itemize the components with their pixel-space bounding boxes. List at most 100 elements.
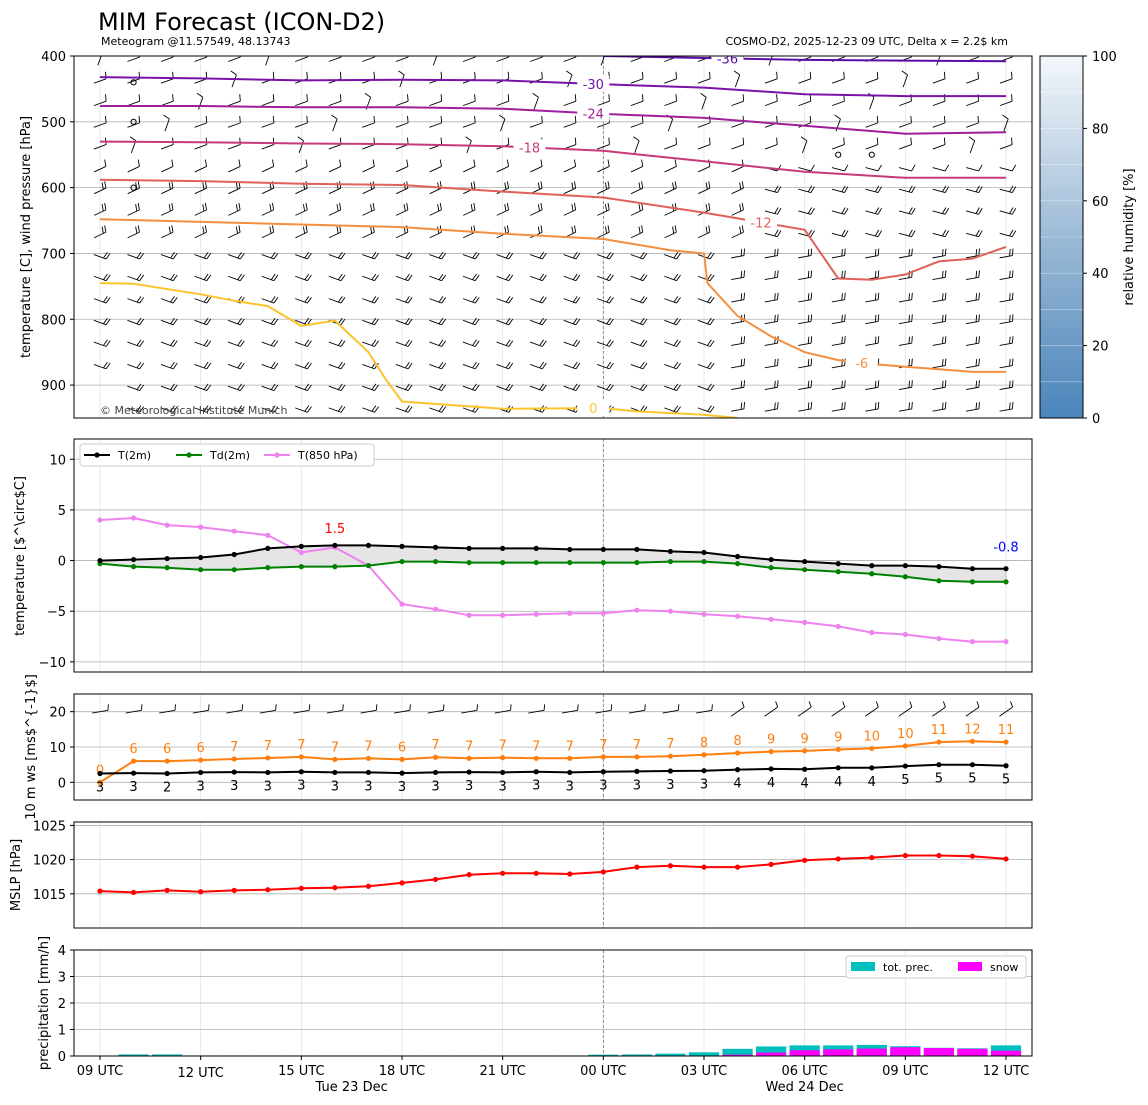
isotherm-line — [100, 105, 1007, 135]
snow-bar — [957, 1048, 988, 1056]
barb-feather — [472, 273, 477, 280]
barb-feather — [908, 249, 910, 257]
barb-shaft — [328, 364, 342, 370]
barb-shaft — [798, 167, 812, 172]
series-point — [500, 559, 506, 566]
barb-shaft — [932, 276, 946, 281]
wind-barb — [462, 94, 476, 107]
barb-shaft — [261, 275, 275, 282]
barb-feather — [978, 401, 980, 410]
precip-y-label: precipitation [mm/h] — [37, 936, 52, 1070]
barb-feather — [575, 384, 581, 391]
barb-shaft — [731, 166, 744, 173]
series-point — [835, 569, 841, 575]
barb-feather — [844, 248, 846, 256]
series-point — [432, 754, 439, 760]
barb-feather — [1009, 270, 1011, 278]
wind-barb — [127, 361, 145, 370]
value-label: 4 — [801, 776, 809, 791]
barb-feather — [676, 274, 681, 281]
barb-shaft — [127, 319, 140, 326]
wind-barb — [362, 339, 379, 347]
barb-feather — [911, 164, 916, 172]
y-tick-label: 500 — [41, 116, 66, 131]
series-line — [99, 740, 1007, 784]
barb-feather — [337, 296, 343, 303]
barb-feather — [676, 340, 681, 347]
wind-barb — [93, 317, 111, 326]
series-point — [768, 861, 774, 868]
barb-shaft — [932, 210, 946, 215]
barb-feather — [172, 94, 174, 102]
barb-shaft — [261, 319, 275, 326]
barb-feather — [774, 249, 776, 257]
barb-feather — [978, 208, 983, 215]
wind-barb — [462, 251, 480, 260]
wind-barb — [194, 383, 212, 392]
barb-feather — [508, 362, 514, 370]
series-point — [936, 564, 942, 570]
wind-barb — [798, 270, 813, 281]
isotherm-label: -18 — [519, 141, 540, 156]
barb-feather — [172, 318, 178, 326]
barb-shaft — [462, 298, 476, 304]
barb-shaft — [831, 78, 845, 84]
barb-feather — [700, 92, 707, 98]
barb-feather — [437, 204, 440, 212]
wind-barb — [127, 383, 145, 392]
value-label: 3 — [297, 779, 305, 794]
series-point — [969, 579, 976, 585]
barb-feather — [676, 384, 681, 391]
barb-shaft — [664, 275, 677, 282]
precip-bar — [756, 1046, 787, 1056]
value-label: 7 — [633, 738, 641, 753]
barb-feather — [707, 361, 712, 369]
series-point — [466, 769, 472, 775]
barb-feather — [472, 361, 477, 369]
series-point — [734, 561, 741, 567]
wind-barb — [465, 136, 472, 154]
wind-barb — [999, 380, 1014, 390]
barb-shaft — [597, 319, 610, 326]
wind-barb — [429, 273, 447, 282]
barb-shaft — [395, 56, 409, 62]
barb-feather — [707, 251, 712, 259]
barb-feather — [237, 383, 243, 390]
series-point — [869, 571, 875, 577]
barb-feather — [875, 701, 879, 708]
wind-barb — [764, 229, 782, 238]
barb-feather — [672, 226, 675, 234]
wind-barb — [295, 273, 312, 282]
wind-barb — [664, 137, 678, 150]
barb-shaft — [798, 210, 812, 215]
wind-barb — [865, 137, 879, 150]
barb-shaft — [966, 188, 979, 194]
series-point — [969, 738, 976, 744]
surface-wind-barb — [293, 704, 311, 714]
barb-shaft — [831, 210, 845, 215]
barb-shaft — [798, 276, 812, 281]
wind-barb — [496, 56, 510, 62]
series-point — [231, 551, 237, 558]
precip-bar — [118, 1054, 149, 1056]
barb-shaft — [898, 299, 912, 303]
barb-shaft — [899, 144, 912, 150]
temperature-panel: 1.5-0.8 T(2m) Td(2m) T(850 hPa) −10−50510 … — [13, 438, 1033, 673]
barb-feather — [270, 339, 276, 346]
wind-barb — [529, 317, 547, 326]
barb-feather — [506, 225, 510, 233]
wind-barb — [127, 296, 145, 304]
pressure-plot-area — [74, 822, 1032, 928]
barb-shaft — [295, 298, 308, 304]
barb-shaft — [664, 254, 677, 260]
series-point — [466, 755, 472, 761]
wind-barb — [630, 273, 648, 282]
barb-shaft — [194, 298, 207, 304]
value-label: 10 — [864, 729, 881, 744]
series-point — [936, 739, 942, 745]
barb-shaft — [127, 166, 140, 173]
barb-shaft — [563, 275, 577, 282]
barb-feather — [304, 339, 310, 346]
barb-feather — [172, 406, 178, 413]
